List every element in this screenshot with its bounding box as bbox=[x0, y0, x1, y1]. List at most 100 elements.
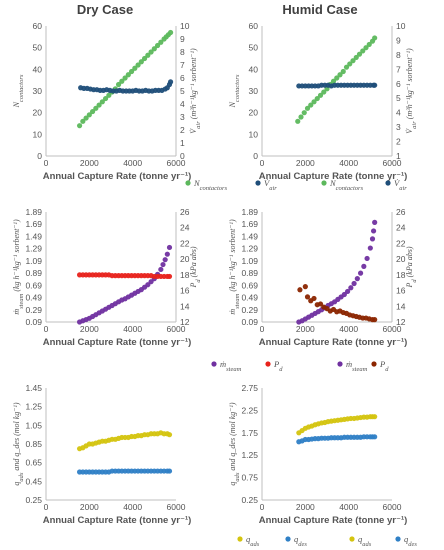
y-tick-label: 2.75 bbox=[241, 383, 258, 393]
y-tick-label: 1.29 bbox=[25, 244, 42, 254]
y-tick-label: 0.45 bbox=[25, 476, 42, 486]
legend-label: qdes bbox=[294, 534, 307, 548]
x-tick-label: 6000 bbox=[167, 324, 186, 334]
y2-tick-label: 18 bbox=[180, 270, 190, 280]
x-tick-label: 4000 bbox=[339, 502, 358, 512]
data-point bbox=[372, 414, 378, 420]
y2-tick-label: 7 bbox=[396, 64, 401, 74]
x-tick-label: 0 bbox=[260, 502, 265, 512]
data-point bbox=[148, 279, 154, 285]
data-point bbox=[166, 432, 173, 438]
data-point bbox=[297, 287, 303, 293]
data-point bbox=[351, 280, 357, 287]
x-tick-label: 6000 bbox=[167, 158, 186, 168]
data-point bbox=[350, 58, 356, 64]
data-point bbox=[298, 114, 304, 120]
series-v-air bbox=[78, 79, 174, 94]
data-point bbox=[145, 52, 151, 58]
y2-tick-label: 0 bbox=[180, 151, 185, 161]
y2-tick-label: 22 bbox=[180, 238, 190, 248]
data-point bbox=[102, 95, 109, 102]
y-tick-label: 10 bbox=[249, 129, 259, 139]
y2-tick-label: 1 bbox=[396, 151, 401, 161]
y-tick-label: 2.25 bbox=[241, 405, 258, 415]
data-point bbox=[353, 54, 359, 61]
data-point bbox=[166, 468, 173, 474]
series-n-contactors bbox=[295, 35, 378, 124]
x-axis-label: Annual Capture Rate (tonne yr⁻¹) bbox=[259, 515, 408, 526]
data-point bbox=[354, 276, 360, 282]
y-axis-label: qads and q_des (mol kg⁻¹) bbox=[228, 402, 241, 486]
data-point bbox=[158, 266, 164, 273]
data-point bbox=[314, 95, 320, 102]
y-axis-label: ṁsteam (kg h⁻¹kg⁻¹ sorbent⁻¹) bbox=[228, 219, 241, 315]
data-point bbox=[321, 89, 327, 95]
legend-label: Pd bbox=[273, 359, 283, 373]
chart-humid-top: 0 2000 4000 6000 0 10 20 30 40 50 60 1 2 3 4 5 6 7 8 9 10 Ann… bbox=[228, 21, 418, 192]
y-tick-label: 1.29 bbox=[241, 244, 258, 254]
data-point bbox=[301, 110, 307, 116]
y-tick-label: 0.09 bbox=[241, 317, 258, 327]
series-p-d bbox=[76, 272, 173, 280]
data-point bbox=[363, 45, 369, 51]
y2-tick-label: 26 bbox=[396, 207, 406, 217]
y-axis-label: Ncontactors bbox=[228, 74, 241, 108]
series-q-des bbox=[76, 468, 173, 475]
x-tick-label: 0 bbox=[44, 502, 49, 512]
series-v-air bbox=[296, 82, 378, 89]
y2-tick-label: 12 bbox=[396, 317, 406, 327]
data-point bbox=[372, 317, 378, 323]
data-point bbox=[148, 49, 154, 55]
series-q-ads bbox=[296, 414, 378, 436]
y2-tick-label: 5 bbox=[396, 93, 401, 103]
x-tick-label: 2000 bbox=[80, 502, 99, 512]
data-point bbox=[344, 288, 351, 295]
y-tick-label: 20 bbox=[249, 108, 259, 118]
y2-tick-label: 20 bbox=[180, 254, 190, 264]
y-axis-label: Ncontactors bbox=[12, 74, 25, 108]
y-tick-label: 1.49 bbox=[241, 231, 258, 241]
data-point bbox=[364, 255, 370, 262]
y2-tick-label: 3 bbox=[180, 112, 185, 122]
y-tick-label: 0.89 bbox=[25, 268, 42, 278]
data-point bbox=[106, 92, 112, 98]
data-point bbox=[93, 105, 99, 111]
legend-marker bbox=[211, 361, 217, 367]
y-tick-label: 0.29 bbox=[241, 305, 258, 315]
humid-case-title: Humid Case bbox=[282, 2, 357, 17]
y2-tick-label: 22 bbox=[396, 238, 406, 248]
y-tick-label: 0.49 bbox=[241, 293, 258, 303]
legend-label: Pd bbox=[379, 359, 389, 373]
legend-marker bbox=[337, 361, 343, 367]
x-axis-label: Annual Capture Rate (tonne yr⁻¹) bbox=[43, 337, 192, 348]
y-tick-label: 1.25 bbox=[25, 402, 42, 412]
data-point bbox=[141, 55, 148, 62]
legend-marker bbox=[265, 361, 271, 367]
data-point bbox=[99, 99, 105, 105]
data-point bbox=[370, 228, 377, 234]
y-tick-label: 1.69 bbox=[241, 219, 258, 229]
legend-label: qads bbox=[246, 534, 260, 548]
y-tick-label: 0 bbox=[253, 151, 258, 161]
y2-tick-label: 24 bbox=[396, 223, 406, 233]
data-point bbox=[340, 68, 346, 75]
y2-tick-label: 3 bbox=[396, 122, 401, 132]
x-tick-label: 6000 bbox=[383, 324, 402, 334]
y-tick-label: 0.25 bbox=[25, 495, 42, 505]
y-tick-label: 1.09 bbox=[241, 256, 258, 266]
y-tick-label: 30 bbox=[33, 86, 43, 96]
y-tick-label: 0.89 bbox=[241, 268, 258, 278]
legend-label: ṁsteam bbox=[220, 359, 242, 373]
data-point bbox=[369, 236, 376, 242]
data-point bbox=[304, 105, 311, 111]
series-n-contactors bbox=[76, 29, 174, 129]
y2-tick-label: 26 bbox=[180, 207, 190, 217]
y-tick-label: 1.89 bbox=[25, 207, 42, 217]
y2-axis-label: Pd (kPa abs) bbox=[405, 246, 418, 288]
data-point bbox=[372, 35, 378, 41]
y2-tick-label: 8 bbox=[180, 47, 185, 57]
data-point bbox=[145, 282, 151, 288]
data-point bbox=[341, 291, 347, 298]
data-point bbox=[347, 61, 353, 67]
